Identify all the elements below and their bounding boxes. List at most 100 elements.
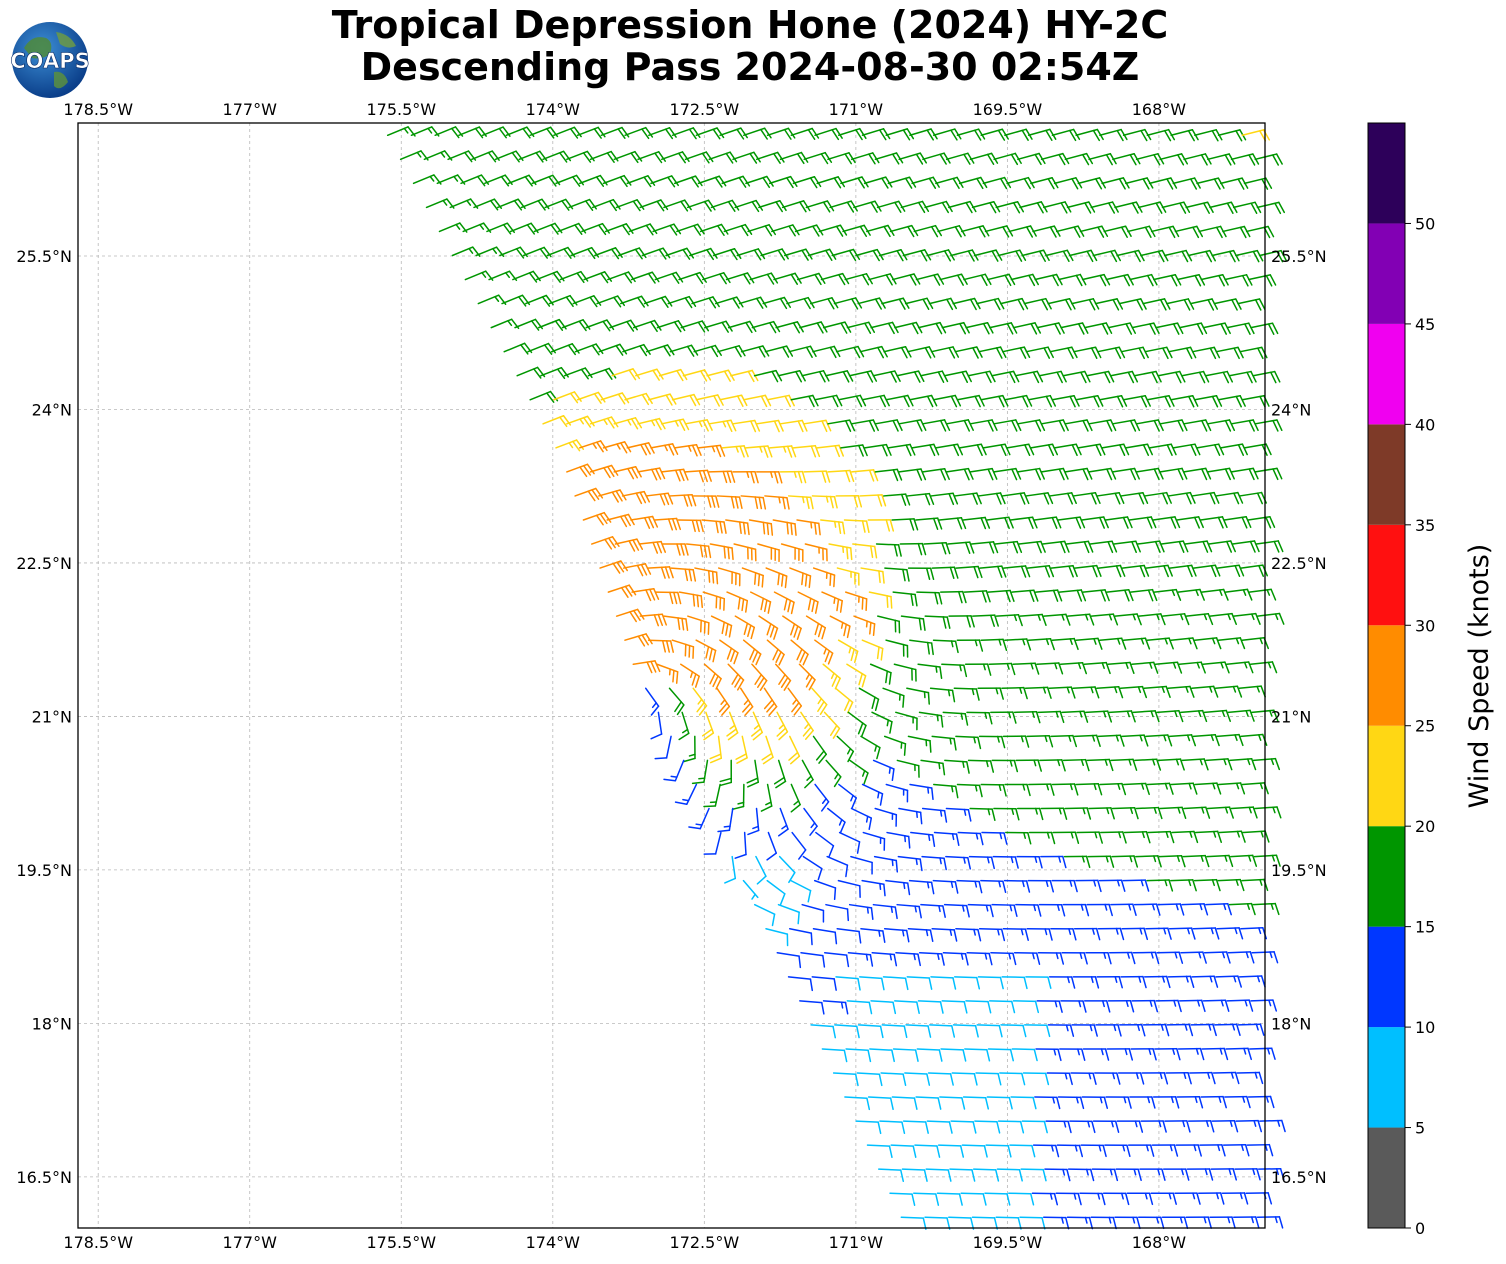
wind-barb: [790, 783, 801, 813]
wind-barb: [856, 1072, 883, 1087]
wind-barb: [1075, 394, 1104, 408]
wind-barb: [1160, 540, 1189, 553]
wind-barb: [829, 200, 858, 213]
wind-barb: [911, 176, 940, 189]
wind-barb: [1183, 806, 1211, 819]
wind-barb: [1088, 467, 1117, 481]
wind-barb: [736, 248, 766, 261]
wind-barb: [803, 470, 831, 483]
wind-barb: [632, 319, 662, 333]
wind-barb: [885, 879, 911, 896]
wind-barb: [1234, 1168, 1261, 1181]
wind-barb: [790, 127, 820, 141]
wind-barb: [716, 687, 731, 716]
wind-barb: [942, 711, 969, 726]
y-tick-label-left: 21°N: [32, 707, 72, 726]
wind-barb: [607, 271, 636, 284]
wind-barb: [1064, 419, 1093, 432]
wind-barb: [993, 419, 1022, 432]
wind-barb: [1113, 540, 1141, 554]
wind-barb: [896, 759, 920, 778]
wind-barb: [1209, 1216, 1236, 1229]
wind-barb: [788, 345, 817, 358]
wind-barb: [872, 759, 895, 782]
wind-barb: [590, 536, 620, 550]
wind-barb: [932, 394, 962, 408]
wind-barb: [814, 127, 843, 141]
wind-barb: [833, 297, 863, 310]
wind-barb: [872, 370, 901, 383]
wind-barb: [1058, 273, 1087, 287]
wind-barb: [1193, 637, 1222, 650]
wind-barb: [758, 199, 787, 213]
wind-barb: [667, 295, 697, 309]
wind-barb: [1207, 419, 1236, 432]
wind-barb: [965, 1000, 992, 1014]
wind-barb: [1066, 613, 1095, 626]
wind-barb: [1048, 686, 1076, 699]
wind-barb: [1066, 1216, 1094, 1230]
wind-barb: [714, 296, 744, 309]
wind-barb: [1064, 807, 1092, 820]
colorbar-tick-label: 5: [1415, 1119, 1425, 1138]
wind-barb: [789, 567, 812, 589]
wind-barb: [969, 419, 998, 432]
wind-barb: [786, 296, 815, 310]
wind-barb: [979, 565, 1007, 578]
wind-barb: [762, 296, 792, 310]
wind-barb: [1043, 1216, 1070, 1230]
wind-barb: [1046, 1072, 1073, 1086]
wind-barb: [1030, 176, 1059, 190]
wind-barb: [1135, 153, 1165, 166]
wind-barb: [945, 855, 972, 870]
wind-barb: [1154, 661, 1183, 674]
wind-barb: [821, 1048, 848, 1063]
wind-barb: [1106, 589, 1134, 602]
wind-barb: [915, 517, 943, 530]
wind-barb: [581, 222, 610, 236]
wind-barb: [1012, 322, 1042, 335]
wind-barb: [801, 370, 830, 383]
wind-barb: [655, 591, 682, 605]
wind-barb: [1072, 492, 1101, 505]
wind-barb: [883, 346, 912, 359]
wind-barb: [1077, 177, 1107, 190]
wind-barb: [861, 394, 890, 408]
wind-barb: [960, 1192, 987, 1206]
wind-barb: [1202, 322, 1231, 335]
wind-barb: [671, 639, 695, 659]
wind-barb: [1138, 613, 1166, 626]
wind-barb: [956, 879, 983, 894]
wind-barb: [1114, 1216, 1141, 1230]
wind-barb: [1098, 879, 1126, 892]
wind-barb: [952, 297, 981, 311]
wind-barb: [941, 1000, 968, 1014]
wind-barb: [773, 759, 787, 789]
wind-barb: [1109, 370, 1139, 384]
wind-barb: [801, 903, 825, 923]
wind-barb: [981, 831, 1008, 845]
wind-barb: [1194, 129, 1223, 142]
wind-barb: [1055, 1192, 1082, 1206]
wind-barb: [807, 248, 837, 261]
wind-barb: [673, 443, 702, 457]
wind-barb: [902, 249, 932, 262]
wind-barb: [943, 370, 972, 383]
wind-barb: [1157, 758, 1185, 771]
wind-barb: [850, 419, 879, 432]
wind-barb: [1056, 1144, 1084, 1158]
wind-barb: [900, 200, 930, 214]
wind-barb: [1198, 225, 1227, 239]
wind-barb: [995, 201, 1025, 214]
wind-barb: [837, 879, 861, 898]
wind-barb: [768, 175, 798, 189]
wind-barb: [670, 567, 697, 582]
wind-barb: [913, 224, 943, 238]
wind-barb: [719, 639, 739, 665]
wind-barb: [1217, 878, 1245, 892]
wind-barb: [1148, 177, 1178, 190]
wind-barb: [708, 151, 738, 164]
wind-barb: [816, 176, 846, 189]
wind-barb: [1186, 1168, 1214, 1181]
wind-barb: [880, 1072, 907, 1086]
